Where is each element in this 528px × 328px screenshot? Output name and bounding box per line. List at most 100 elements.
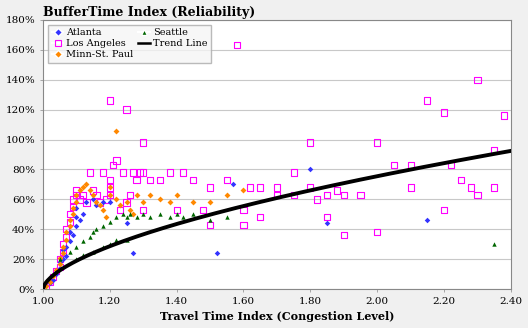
Point	[272, 185, 281, 190]
Point	[139, 170, 147, 175]
Point	[373, 140, 381, 145]
Point	[55, 255, 64, 260]
Point	[122, 237, 131, 242]
Point	[166, 215, 174, 220]
Point	[62, 227, 71, 232]
Point	[59, 257, 67, 262]
Point	[76, 188, 84, 193]
Point	[96, 203, 104, 208]
Point	[65, 230, 74, 235]
X-axis label: Travel Time Index (Congestion Level): Travel Time Index (Congestion Level)	[160, 312, 394, 322]
Point	[189, 200, 197, 205]
Point	[206, 185, 214, 190]
Point	[129, 212, 137, 217]
Point	[65, 218, 74, 223]
Point	[79, 192, 87, 197]
Point	[139, 212, 147, 217]
Point	[423, 98, 431, 103]
Point	[92, 203, 101, 208]
Point	[112, 215, 121, 220]
Point	[92, 192, 101, 197]
Point	[112, 158, 121, 163]
Point	[52, 267, 61, 273]
Point	[333, 188, 341, 193]
Point	[79, 212, 87, 217]
Point	[79, 239, 87, 244]
Point	[490, 185, 498, 190]
Point	[52, 269, 61, 274]
Point	[206, 218, 214, 223]
Point	[62, 237, 71, 242]
Point	[166, 200, 174, 205]
Point	[323, 221, 331, 226]
Point	[166, 170, 174, 175]
Point	[102, 197, 111, 202]
Point	[106, 192, 114, 197]
Point	[109, 162, 117, 168]
Point	[89, 249, 97, 255]
Point	[55, 260, 64, 265]
Point	[116, 207, 124, 213]
Point	[99, 200, 107, 205]
Point	[239, 222, 248, 228]
Point	[69, 206, 77, 211]
Point	[423, 218, 431, 223]
Point	[106, 242, 114, 247]
Point	[106, 200, 114, 205]
Point	[55, 261, 64, 266]
Point	[223, 192, 231, 197]
Point	[133, 177, 141, 183]
Point	[72, 200, 81, 205]
Point	[206, 200, 214, 205]
Point	[139, 140, 147, 145]
Point	[65, 219, 74, 224]
Point	[289, 170, 298, 175]
Point	[89, 197, 97, 202]
Point	[146, 177, 154, 183]
Point	[323, 215, 331, 220]
Point	[500, 113, 508, 118]
Point	[129, 251, 137, 256]
Point	[69, 197, 77, 202]
Point	[65, 224, 74, 229]
Point	[119, 170, 127, 175]
Point	[340, 192, 348, 197]
Point	[106, 98, 114, 103]
Point	[173, 207, 181, 213]
Point	[490, 147, 498, 153]
Point	[256, 215, 265, 220]
Point	[42, 284, 51, 289]
Point	[340, 233, 348, 238]
Point	[229, 182, 238, 187]
Point	[72, 192, 81, 197]
Point	[76, 218, 84, 223]
Point	[65, 249, 74, 255]
Point	[99, 224, 107, 229]
Point	[139, 207, 147, 213]
Point	[62, 245, 71, 250]
Point	[55, 264, 64, 269]
Point	[373, 230, 381, 235]
Point	[126, 192, 134, 197]
Point	[323, 192, 331, 197]
Point	[55, 257, 64, 262]
Point	[199, 207, 208, 213]
Point	[246, 185, 254, 190]
Point	[306, 167, 315, 172]
Point	[133, 192, 141, 197]
Point	[45, 279, 54, 284]
Point	[42, 284, 51, 289]
Point	[289, 192, 298, 197]
Point	[86, 234, 94, 239]
Point	[72, 188, 81, 193]
Point	[272, 192, 281, 197]
Point	[65, 239, 74, 244]
Point	[76, 197, 84, 202]
Point	[126, 212, 134, 217]
Point	[72, 245, 81, 250]
Point	[133, 215, 141, 220]
Point	[69, 212, 77, 217]
Point	[122, 200, 131, 205]
Point	[126, 207, 134, 213]
Point	[473, 192, 482, 197]
